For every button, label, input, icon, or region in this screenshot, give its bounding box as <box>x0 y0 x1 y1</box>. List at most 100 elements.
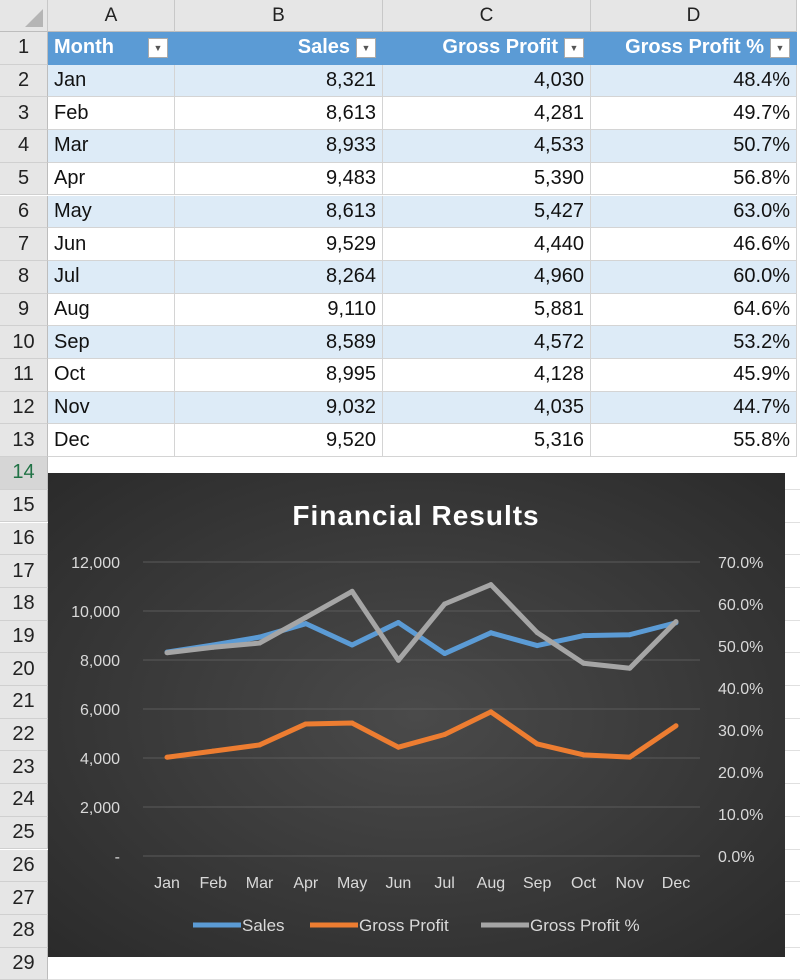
data-point[interactable] <box>442 601 448 607</box>
table-cell[interactable]: 9,529 <box>175 228 383 261</box>
table-cell[interactable]: 4,030 <box>383 64 591 98</box>
row-header-11[interactable]: 11 <box>0 359 48 392</box>
table-cell[interactable]: 46.6% <box>591 228 797 261</box>
table-cell[interactable]: Sep <box>48 326 175 359</box>
legend-label[interactable]: Gross Profit <box>359 916 449 935</box>
data-point[interactable] <box>349 642 355 648</box>
row-header-10[interactable]: 10 <box>0 326 48 359</box>
table-cell[interactable]: 9,483 <box>175 162 383 196</box>
data-point[interactable] <box>164 650 170 656</box>
data-point[interactable] <box>210 644 216 650</box>
table-cell[interactable]: 53.2% <box>591 326 797 359</box>
table-cell[interactable]: 64.6% <box>591 293 797 327</box>
table-cell[interactable]: 50.7% <box>591 130 797 163</box>
row-header-27[interactable]: 27 <box>0 882 48 915</box>
row-header-18[interactable]: 18 <box>0 587 48 621</box>
table-cell[interactable]: 5,390 <box>383 162 591 196</box>
legend-label[interactable]: Gross Profit % <box>530 916 640 935</box>
data-point[interactable] <box>580 752 586 758</box>
row-header-12[interactable]: 12 <box>0 391 48 425</box>
table-cell[interactable]: Jul <box>48 260 175 294</box>
table-cell[interactable]: 4,035 <box>383 391 591 425</box>
row-header-5[interactable]: 5 <box>0 162 48 196</box>
table-cell[interactable]: 63.0% <box>591 195 797 229</box>
filter-dropdown-icon[interactable]: ▼ <box>148 38 168 58</box>
series-line-sales[interactable] <box>166 620 677 657</box>
data-point[interactable] <box>534 643 540 649</box>
column-header-B[interactable]: B <box>175 0 383 32</box>
data-point[interactable] <box>349 720 355 726</box>
table-cell[interactable]: Nov <box>48 391 175 425</box>
table-cell[interactable]: 4,533 <box>383 130 591 163</box>
table-cell[interactable]: 5,427 <box>383 195 591 229</box>
data-point[interactable] <box>673 619 679 625</box>
data-point[interactable] <box>395 657 401 663</box>
data-point[interactable] <box>303 614 309 620</box>
table-cell[interactable]: Feb <box>48 97 175 131</box>
row-header-8[interactable]: 8 <box>0 260 48 294</box>
data-point[interactable] <box>257 640 263 646</box>
data-point[interactable] <box>303 721 309 727</box>
row-header-25[interactable]: 25 <box>0 816 48 850</box>
data-point[interactable] <box>627 665 633 671</box>
table-cell[interactable]: 8,264 <box>175 260 383 294</box>
table-cell[interactable]: 48.4% <box>591 64 797 98</box>
column-header-C[interactable]: C <box>383 0 591 32</box>
legend-label[interactable]: Sales <box>242 916 285 935</box>
table-cell[interactable]: 5,316 <box>383 424 591 458</box>
table-cell[interactable]: Aug <box>48 293 175 327</box>
select-all-corner[interactable] <box>0 0 48 32</box>
data-point[interactable] <box>580 660 586 666</box>
table-cell[interactable]: 8,613 <box>175 97 383 131</box>
table-cell[interactable]: 49.7% <box>591 97 797 131</box>
row-header-7[interactable]: 7 <box>0 228 48 261</box>
row-header-23[interactable]: 23 <box>0 751 48 785</box>
row-header-17[interactable]: 17 <box>0 555 48 588</box>
row-header-16[interactable]: 16 <box>0 522 48 556</box>
table-cell[interactable]: Jan <box>48 64 175 98</box>
data-point[interactable] <box>488 630 494 636</box>
data-point[interactable] <box>210 748 216 754</box>
table-cell[interactable]: 60.0% <box>591 260 797 294</box>
table-cell[interactable]: 5,881 <box>383 293 591 327</box>
column-header-D[interactable]: D <box>591 0 797 32</box>
data-point[interactable] <box>488 709 494 715</box>
financial-results-chart[interactable]: Financial Results - 2,000 4,000 6,000 8,000 10… <box>48 473 785 957</box>
data-point[interactable] <box>257 634 263 640</box>
data-point[interactable] <box>164 754 170 760</box>
data-point[interactable] <box>395 620 401 626</box>
table-cell[interactable]: 9,110 <box>175 293 383 327</box>
data-point[interactable] <box>534 630 540 636</box>
data-point[interactable] <box>442 651 448 657</box>
table-cell[interactable]: 4,128 <box>383 359 591 392</box>
data-point[interactable] <box>488 582 494 588</box>
data-point[interactable] <box>580 633 586 639</box>
column-header-A[interactable]: A <box>48 0 175 32</box>
table-cell[interactable]: 4,281 <box>383 97 591 131</box>
series-line-gross-profit-[interactable] <box>166 582 678 671</box>
table-cell[interactable]: May <box>48 195 175 229</box>
data-point[interactable] <box>395 744 401 750</box>
row-header-4[interactable]: 4 <box>0 130 48 163</box>
table-cell[interactable]: 8,933 <box>175 130 383 163</box>
row-header-24[interactable]: 24 <box>0 784 48 817</box>
row-header-20[interactable]: 20 <box>0 653 48 686</box>
filter-dropdown-icon[interactable]: ▼ <box>564 38 584 58</box>
data-point[interactable] <box>627 754 633 760</box>
row-header-26[interactable]: 26 <box>0 849 48 883</box>
filter-dropdown-icon[interactable]: ▼ <box>770 38 790 58</box>
table-cell[interactable]: 4,572 <box>383 326 591 359</box>
row-header-2[interactable]: 2 <box>0 64 48 98</box>
filter-dropdown-icon[interactable]: ▼ <box>356 38 376 58</box>
row-header-6[interactable]: 6 <box>0 195 48 229</box>
table-cell[interactable]: 4,440 <box>383 228 591 261</box>
table-cell[interactable]: Apr <box>48 162 175 196</box>
table-cell[interactable]: 8,589 <box>175 326 383 359</box>
data-point[interactable] <box>303 621 309 627</box>
row-header-15[interactable]: 15 <box>0 489 48 523</box>
data-point[interactable] <box>257 742 263 748</box>
table-cell[interactable]: 4,960 <box>383 260 591 294</box>
table-cell[interactable]: Dec <box>48 424 175 458</box>
table-cell[interactable]: Jun <box>48 228 175 261</box>
row-header-22[interactable]: 22 <box>0 718 48 752</box>
